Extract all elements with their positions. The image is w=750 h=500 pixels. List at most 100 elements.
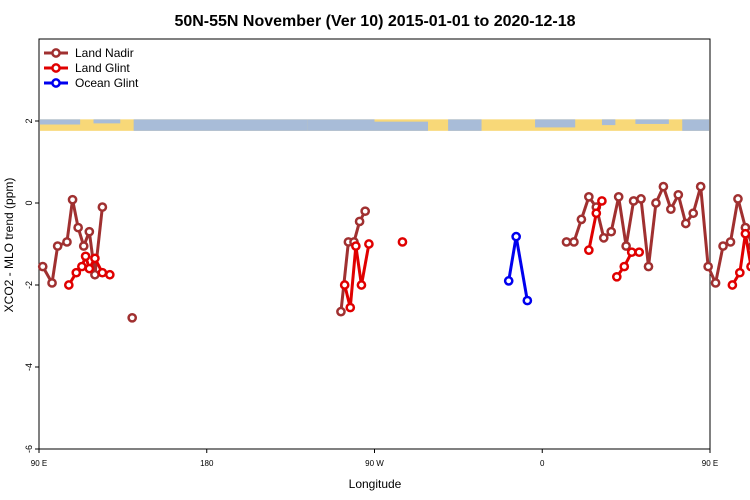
- data-point: [354, 216, 365, 227]
- data-point: [680, 218, 691, 229]
- series-layer: [37, 181, 750, 323]
- series-line-segment: [714, 245, 725, 284]
- data-point: [576, 214, 587, 225]
- data-point: [703, 261, 713, 272]
- data-point: [97, 267, 108, 278]
- data-point: [104, 269, 115, 280]
- x-tick-label: 90 W: [365, 459, 384, 468]
- data-point: [733, 194, 743, 204]
- data-point: [397, 237, 408, 247]
- series-line-segment: [736, 198, 747, 228]
- x-axis-label: Longitude: [349, 477, 402, 491]
- legend-marker: [51, 63, 61, 73]
- series-line-segment: [676, 194, 688, 224]
- y-axis: -6 -4 -2 0 2: [24, 118, 39, 453]
- data-point: [77, 261, 87, 272]
- data-point: [583, 192, 594, 202]
- legend-label: Ocean Glint: [75, 76, 139, 90]
- series-line-segment: [65, 199, 75, 243]
- y-tick-label: -2: [24, 281, 34, 289]
- x-axis: 90 E 180 90 W 0 90 E: [31, 449, 718, 468]
- series-land-glint: [63, 196, 750, 313]
- data-point: [351, 241, 361, 251]
- data-point: [62, 237, 72, 247]
- data-point: [598, 233, 609, 243]
- data-point: [356, 280, 367, 290]
- data-point: [725, 237, 736, 247]
- data-point: [658, 181, 669, 192]
- data-point: [67, 194, 78, 205]
- legend-label: Land Glint: [75, 61, 130, 75]
- data-point: [621, 241, 631, 251]
- data-point: [740, 228, 750, 239]
- ocean-band-segment: [374, 121, 429, 131]
- series-line-segment: [348, 245, 358, 308]
- data-point: [688, 208, 699, 219]
- data-point: [364, 239, 374, 249]
- ocean-band-segment: [601, 119, 616, 126]
- data-point: [710, 278, 721, 288]
- series-line-segment: [507, 236, 518, 282]
- x-tick-label: 180: [200, 459, 214, 468]
- data-point: [643, 261, 654, 272]
- series-line-segment: [699, 186, 710, 267]
- data-point: [127, 312, 138, 323]
- x-tick-label: 0: [540, 459, 545, 468]
- data-point: [511, 231, 522, 242]
- data-point: [636, 194, 646, 204]
- ocean-band-segment: [133, 119, 308, 131]
- data-point: [47, 278, 57, 288]
- series-line-segment: [609, 196, 621, 233]
- data-point: [727, 280, 738, 290]
- series-line-segment: [738, 233, 747, 273]
- data-point: [336, 306, 346, 317]
- ocean-band-segment: [448, 119, 482, 131]
- series-line-segment: [729, 198, 740, 243]
- data-point: [78, 241, 89, 251]
- series-line-segment: [354, 245, 363, 286]
- data-point: [613, 192, 624, 202]
- data-point: [746, 261, 750, 272]
- data-point: [695, 181, 706, 192]
- series-line-segment: [359, 243, 371, 286]
- land-ocean-band: [40, 119, 709, 131]
- data-point: [522, 295, 533, 306]
- data-point: [80, 251, 91, 262]
- plot-frame: [38, 38, 711, 450]
- data-point: [619, 261, 630, 272]
- data-point: [561, 237, 572, 247]
- data-point: [569, 237, 579, 247]
- data-point: [503, 276, 514, 286]
- series-line-segment: [587, 212, 598, 251]
- data-point: [84, 226, 95, 237]
- ocean-band-segment: [635, 119, 669, 124]
- data-point: [97, 202, 108, 212]
- data-point: [71, 267, 82, 278]
- series-line-segment: [339, 241, 350, 312]
- data-point: [339, 280, 350, 290]
- y-tick-label: -6: [24, 445, 34, 453]
- ocean-band-segment: [40, 119, 81, 125]
- x-tick-label: 90 E: [31, 459, 47, 468]
- y-tick-label: 2: [24, 118, 34, 123]
- series-line-segment: [617, 196, 628, 247]
- x-tick-label: 90 E: [702, 459, 718, 468]
- data-point: [626, 247, 637, 258]
- data-point: [651, 198, 661, 208]
- ocean-band-segment: [682, 119, 709, 131]
- series-line-segment: [50, 245, 60, 284]
- data-point: [628, 196, 639, 206]
- series-line-segment: [624, 200, 636, 247]
- chart-title: 50N-55N November (Ver 10) 2015-01-01 to …: [174, 13, 575, 30]
- data-point: [606, 226, 617, 237]
- data-point: [734, 267, 745, 278]
- series-ocean-glint: [503, 231, 533, 306]
- legend-label: Land Nadir: [75, 46, 134, 60]
- data-point: [611, 271, 622, 282]
- data-point: [90, 253, 100, 264]
- legend-marker: [51, 78, 61, 88]
- series-line-segment: [639, 198, 650, 267]
- series-land-nadir: [37, 181, 750, 323]
